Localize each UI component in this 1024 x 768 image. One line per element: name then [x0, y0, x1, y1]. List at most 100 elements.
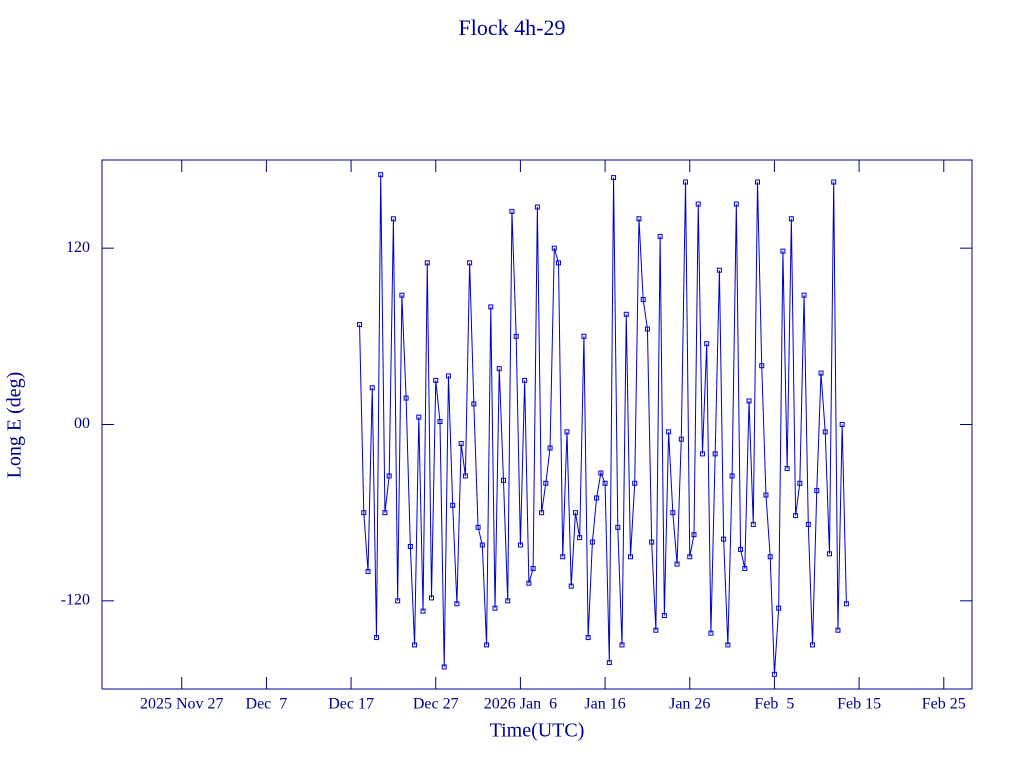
data-point — [640, 297, 646, 303]
data-point — [839, 422, 845, 427]
data-point — [454, 601, 460, 607]
data-point — [632, 480, 638, 486]
data-point — [767, 554, 773, 560]
data-point — [623, 311, 629, 317]
data-point — [462, 473, 468, 479]
x-tick-label: Feb 15 — [837, 696, 881, 713]
data-point — [581, 333, 587, 339]
data-point — [818, 370, 824, 376]
data-point — [437, 419, 443, 425]
data-point — [687, 554, 693, 560]
data-point — [585, 635, 591, 641]
data-point — [543, 480, 549, 486]
data-point — [661, 613, 667, 619]
data-point — [835, 627, 841, 633]
data-point — [568, 583, 574, 589]
data-point — [445, 373, 451, 379]
data-point — [771, 671, 777, 677]
data-point — [589, 539, 595, 545]
data-point — [475, 524, 481, 530]
data-point — [556, 260, 562, 266]
data-point — [534, 204, 540, 210]
data-point — [784, 466, 790, 472]
data-point — [788, 216, 794, 222]
data-point — [488, 304, 494, 310]
data-point — [522, 377, 528, 383]
data-point — [412, 642, 418, 648]
data-point — [602, 480, 608, 486]
data-point — [801, 292, 807, 298]
data-point — [390, 216, 396, 222]
data-point — [793, 513, 799, 519]
x-tick-label: Feb 25 — [922, 696, 966, 713]
y-tick-label: -120 — [61, 592, 90, 609]
data-point — [467, 260, 473, 266]
data-point — [450, 502, 456, 508]
data-point — [560, 554, 566, 560]
data-point — [539, 510, 545, 516]
data-point — [657, 233, 663, 239]
data-point — [572, 510, 578, 516]
data-point — [416, 414, 422, 420]
data-point — [725, 642, 731, 648]
y-axis-label: Long E (deg) — [4, 372, 26, 479]
data-point — [484, 642, 490, 648]
x-tick-label: Feb 5 — [754, 696, 794, 713]
data-point — [378, 172, 384, 178]
data-point — [429, 595, 435, 601]
data-point — [399, 292, 405, 298]
data-point — [551, 245, 557, 251]
data-point — [822, 429, 828, 435]
data-point — [547, 445, 553, 451]
data-point — [365, 568, 371, 574]
x-axis-label: Time(UTC) — [490, 720, 585, 742]
data-point — [649, 539, 655, 545]
data-point — [505, 598, 511, 604]
data-point — [407, 543, 413, 549]
data-point — [403, 395, 409, 401]
data-point — [805, 521, 811, 527]
x-tick-label: Dec 7 — [246, 696, 288, 713]
data-point — [611, 175, 617, 181]
data-point — [577, 535, 583, 541]
data-point — [636, 216, 642, 222]
data-point — [615, 524, 621, 530]
data-point — [733, 201, 739, 207]
data-point — [754, 179, 760, 185]
data-point — [509, 208, 515, 214]
data-point — [500, 477, 506, 483]
data-point — [776, 605, 782, 611]
data-point — [627, 554, 633, 560]
data-point — [598, 470, 604, 476]
x-tick-label: Dec 17 — [328, 696, 374, 713]
x-tick-label: 2025 Nov 27 — [140, 696, 224, 713]
data-line — [359, 174, 847, 675]
data-point — [759, 363, 765, 369]
data-point — [831, 179, 837, 185]
data-point — [843, 601, 849, 607]
plot-area — [357, 172, 849, 677]
data-point — [683, 179, 689, 185]
data-point — [691, 532, 697, 538]
data-point — [386, 473, 392, 479]
data-point — [797, 480, 803, 486]
data-point — [721, 536, 727, 542]
data-point — [526, 580, 532, 586]
data-point — [594, 495, 600, 501]
data-point — [678, 436, 684, 442]
data-point — [729, 473, 735, 479]
y-tick-label: 00 — [74, 415, 90, 432]
data-point — [433, 377, 439, 383]
data-point — [458, 441, 464, 447]
data-point — [606, 660, 612, 666]
data-point — [479, 542, 485, 548]
data-point — [780, 248, 786, 254]
data-point — [742, 566, 748, 572]
data-point — [471, 401, 477, 407]
x-tick-label: Jan 16 — [584, 696, 625, 713]
data-point — [441, 664, 447, 670]
data-point — [395, 598, 401, 604]
data-point — [763, 492, 769, 498]
x-tick-label: Jan 26 — [669, 696, 710, 713]
